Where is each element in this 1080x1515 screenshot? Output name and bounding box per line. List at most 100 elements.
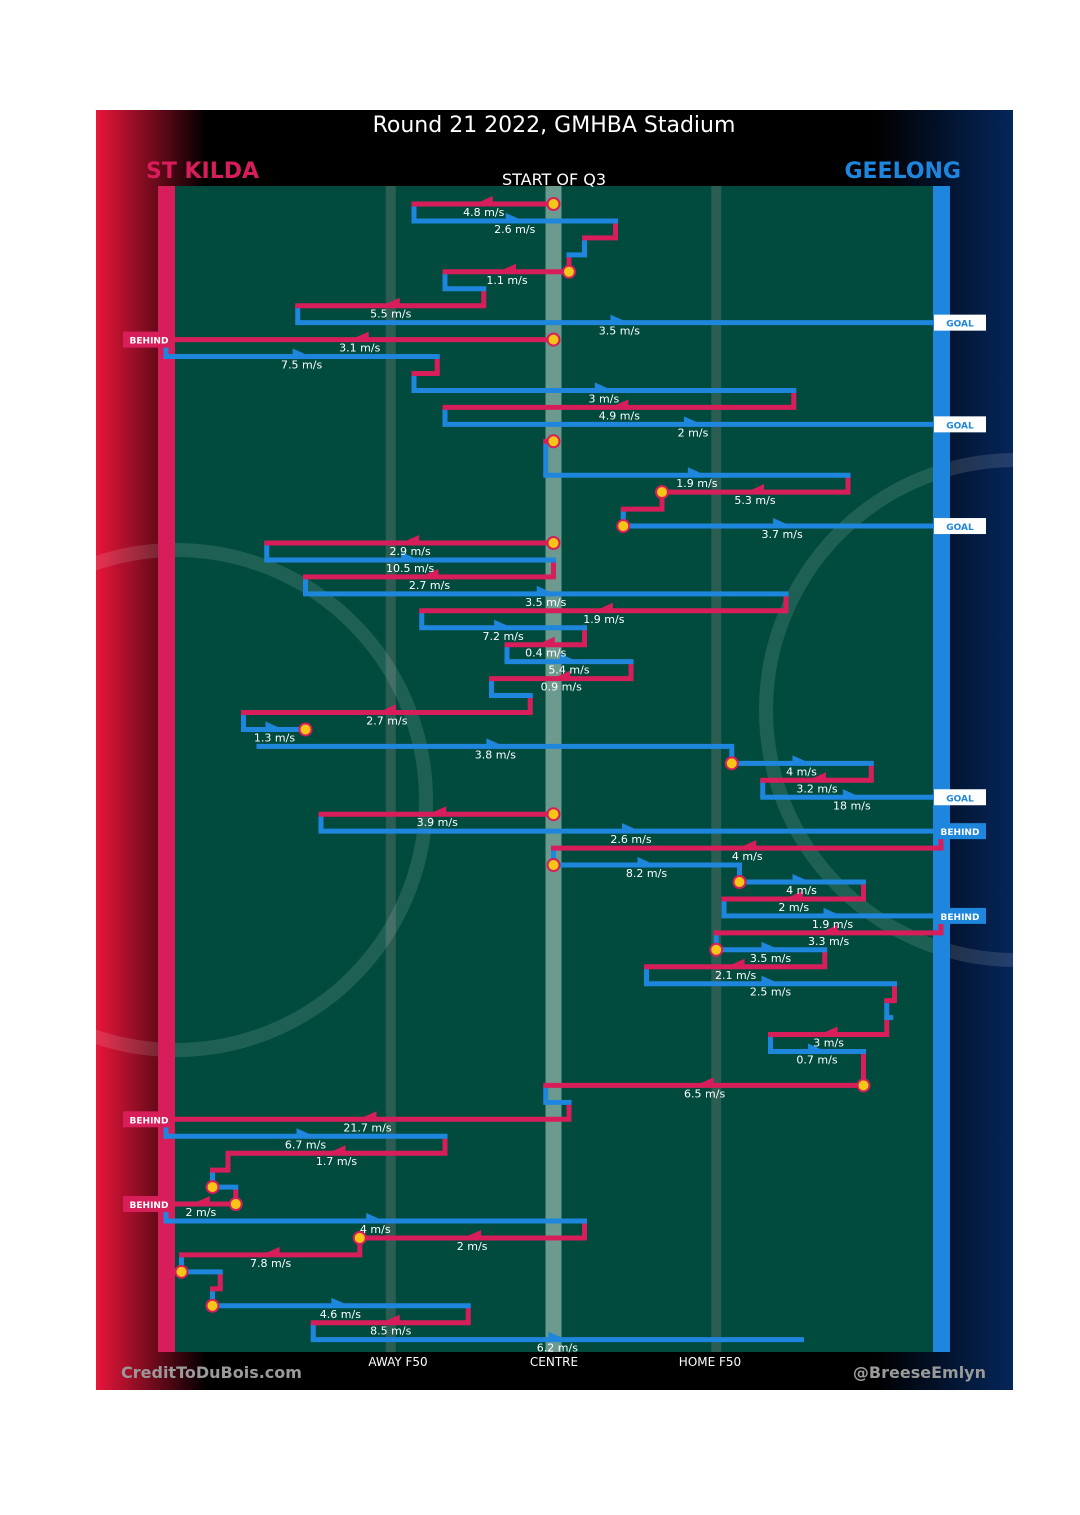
result-label: GOAL bbox=[946, 320, 974, 330]
speed-label: 7.2 m/s bbox=[483, 630, 524, 643]
speed-label: 3.5 m/s bbox=[750, 952, 791, 965]
direction-arrow bbox=[498, 263, 516, 274]
speed-label: 4.6 m/s bbox=[320, 1308, 361, 1321]
direction-arrow bbox=[761, 941, 780, 952]
direction-arrow bbox=[331, 1297, 350, 1308]
home-team-name: GEELONG bbox=[844, 159, 961, 184]
direction-arrow bbox=[594, 602, 613, 613]
chains bbox=[163, 196, 944, 1343]
direction-arrow bbox=[401, 535, 420, 545]
credit-left: CreditToDuBois.com bbox=[121, 1363, 302, 1382]
zone-label-centre: CENTRE bbox=[530, 1355, 578, 1369]
speed-label: 6.2 m/s bbox=[537, 1342, 578, 1355]
speed-label: 4.9 m/s bbox=[599, 409, 640, 422]
speed-label: 3.5 m/s bbox=[599, 325, 640, 338]
direction-arrow bbox=[261, 1246, 280, 1257]
direction-arrow bbox=[773, 518, 792, 529]
speed-label: 3.2 m/s bbox=[796, 782, 837, 795]
direction-arrow bbox=[808, 1043, 826, 1054]
speed-label: 18 m/s bbox=[833, 799, 871, 812]
stoppage-marker bbox=[616, 519, 631, 534]
stoppage-marker bbox=[298, 722, 313, 737]
speed-label: 8.5 m/s bbox=[370, 1325, 411, 1338]
chart-title: Round 21 2022, GMHBA Stadium bbox=[373, 113, 736, 138]
speed-label: 2.7 m/s bbox=[409, 579, 450, 592]
speed-label: 2.5 m/s bbox=[750, 986, 791, 999]
zone-label-home-f50: HOME F50 bbox=[679, 1355, 741, 1369]
speed-label: 3.8 m/s bbox=[475, 748, 516, 761]
speed-label: 2.6 m/s bbox=[610, 833, 651, 846]
result-badge bbox=[934, 416, 986, 433]
direction-arrow bbox=[637, 857, 656, 868]
direction-arrow bbox=[474, 196, 493, 206]
zone-label-away-f50: AWAY F50 bbox=[368, 1355, 427, 1369]
result-label: GOAL bbox=[946, 523, 974, 533]
speed-label: 10.5 m/s bbox=[386, 562, 434, 575]
watermark-logos bbox=[96, 453, 1013, 1057]
speed-label: 5.4 m/s bbox=[548, 664, 589, 677]
stoppage-marker bbox=[856, 1078, 871, 1093]
speed-label: 5.5 m/s bbox=[370, 308, 411, 321]
result-badge bbox=[934, 907, 986, 924]
away-f50-band bbox=[385, 186, 396, 1352]
direction-arrow bbox=[610, 314, 629, 325]
speed-label: 7.5 m/s bbox=[281, 359, 322, 372]
geelong-crest-watermark bbox=[759, 453, 1013, 967]
stoppage-marker bbox=[205, 1298, 220, 1313]
stoppage-marker bbox=[352, 1230, 367, 1245]
st-kilda-goal-line bbox=[158, 186, 175, 1352]
direction-arrow bbox=[381, 297, 400, 308]
direction-arrow bbox=[823, 907, 842, 918]
speed-label: 3 m/s bbox=[813, 1037, 844, 1050]
result-label: BEHIND bbox=[130, 337, 169, 347]
speed-label: 2 m/s bbox=[678, 426, 709, 439]
direction-arrow bbox=[746, 484, 764, 495]
direction-arrow bbox=[792, 874, 811, 884]
direction-arrow bbox=[784, 890, 803, 901]
credit-right: @BreeseEmlyn bbox=[853, 1363, 986, 1382]
speed-label: 1.9 m/s bbox=[812, 918, 853, 931]
speed-label: 2 m/s bbox=[778, 901, 809, 914]
stoppage-marker bbox=[174, 1264, 189, 1279]
direction-arrow bbox=[594, 382, 613, 393]
result-label: GOAL bbox=[946, 794, 974, 804]
stoppage-marker bbox=[655, 485, 669, 500]
stoppage-marker bbox=[546, 858, 561, 873]
speed-label: 0.4 m/s bbox=[525, 647, 566, 660]
direction-arrow bbox=[548, 1331, 567, 1342]
direction-arrow bbox=[486, 738, 505, 749]
direction-arrow bbox=[761, 975, 780, 986]
direction-arrow bbox=[536, 636, 555, 647]
result-badge bbox=[934, 314, 986, 331]
direction-arrow bbox=[610, 399, 629, 410]
result-label: BEHIND bbox=[130, 1116, 169, 1126]
result-badge bbox=[934, 823, 986, 840]
chart-subtitle: START OF Q3 bbox=[502, 170, 606, 189]
speed-label: 4 m/s bbox=[786, 884, 817, 897]
speed-label: 1.9 m/s bbox=[583, 613, 624, 626]
chart-svg: GOAL BEHIND GOAL GOAL GOAL BEHIND BEHIND BEHIND… bbox=[96, 110, 1013, 1390]
speed-label: 4 m/s bbox=[786, 765, 817, 778]
speed-label: 2.1 m/s bbox=[715, 969, 756, 982]
speed-label: 4.8 m/s bbox=[463, 206, 504, 219]
direction-arrow bbox=[808, 772, 826, 783]
stoppage-marker bbox=[546, 197, 561, 211]
stoppage-marker bbox=[228, 1197, 243, 1212]
stoppage-marker bbox=[546, 807, 561, 822]
direction-arrow bbox=[463, 1229, 482, 1240]
speed-label: 2 m/s bbox=[457, 1240, 488, 1253]
stoppage-marker bbox=[724, 756, 739, 771]
speed-label: 3.5 m/s bbox=[525, 596, 566, 609]
direction-arrow bbox=[552, 670, 571, 681]
speed-label: 2.9 m/s bbox=[390, 545, 431, 558]
stoppage-marker bbox=[546, 434, 561, 449]
direction-arrow bbox=[726, 958, 745, 969]
speed-label: 4 m/s bbox=[360, 1223, 391, 1236]
speed-label: 6.7 m/s bbox=[285, 1138, 326, 1151]
direction-arrow bbox=[377, 704, 396, 715]
speed-label: 3 m/s bbox=[589, 392, 620, 405]
stoppage-marker bbox=[562, 264, 576, 279]
speed-label: 1.1 m/s bbox=[486, 274, 527, 287]
speed-label: 3.7 m/s bbox=[762, 528, 803, 541]
speed-label: 2.6 m/s bbox=[494, 223, 535, 236]
